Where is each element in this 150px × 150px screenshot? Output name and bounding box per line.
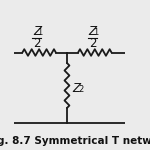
Text: Z: Z xyxy=(33,25,41,38)
Text: 1: 1 xyxy=(93,28,98,37)
Text: Z: Z xyxy=(73,82,81,95)
Text: Z: Z xyxy=(89,25,97,38)
Text: 2: 2 xyxy=(89,37,96,50)
Text: 2: 2 xyxy=(79,85,84,94)
Text: 2: 2 xyxy=(33,37,41,50)
Text: 1: 1 xyxy=(37,28,42,37)
Text: g. 8.7 Symmetrical T netw: g. 8.7 Symmetrical T netw xyxy=(0,136,150,146)
